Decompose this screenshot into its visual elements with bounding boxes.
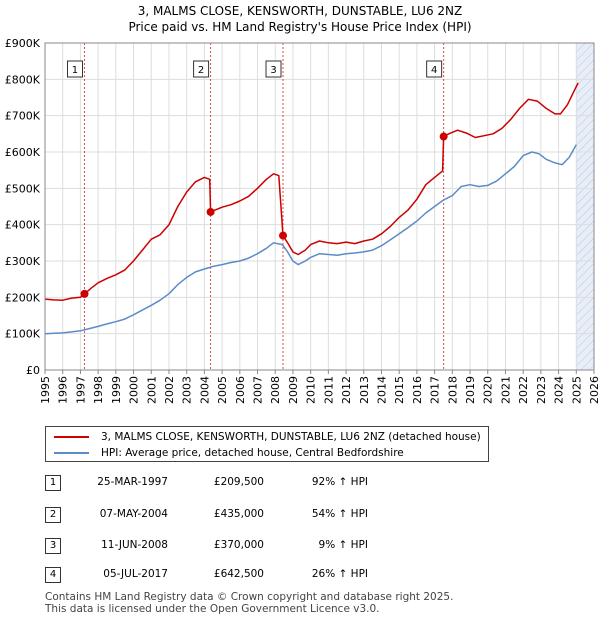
x-tick-label: 2021: [499, 376, 512, 404]
transaction-number: 1: [45, 475, 61, 491]
transaction-row: 2 07-MAY-2004 £435,000 54% ↑ HPI: [0, 507, 600, 525]
y-tick-label: £600K: [5, 146, 41, 159]
y-tick-label: £400K: [5, 219, 41, 232]
transaction-price: £370,000: [213, 539, 264, 551]
transaction-number: 3: [45, 538, 61, 554]
x-tick-label: 2024: [553, 376, 566, 404]
x-tick-label: 1996: [57, 376, 70, 404]
footer-copyright: Contains HM Land Registry data © Crown c…: [45, 591, 454, 603]
x-tick-label: 2025: [570, 376, 583, 404]
y-tick-label: £700K: [5, 110, 41, 123]
transaction-hpi: 92% ↑ HPI: [311, 476, 368, 488]
x-tick-label: 2022: [517, 376, 530, 404]
x-tick-label: 2012: [340, 376, 353, 404]
forecast-shade: [576, 43, 594, 370]
y-tick-label: £500K: [5, 182, 41, 195]
transaction-price: £209,500: [213, 476, 264, 488]
x-tick-label: 2013: [358, 376, 371, 404]
x-tick-label: 2015: [393, 376, 406, 404]
x-tick-label: 2006: [234, 376, 247, 404]
x-tick-label: 1995: [39, 376, 52, 404]
transaction-date: 05-JUL-2017: [103, 568, 168, 580]
legend-label-property: 3, MALMS CLOSE, KENSWORTH, DUNSTABLE, LU…: [101, 431, 481, 443]
transaction-hpi: 9% ↑ HPI: [318, 539, 368, 551]
legend-item-hpi: HPI: Average price, detached house, Cent…: [54, 446, 404, 460]
x-tick-label: 2002: [163, 376, 176, 404]
x-tick-label: 1999: [110, 376, 123, 404]
x-tick-label: 2018: [446, 376, 459, 404]
sale-label-box: [265, 60, 282, 78]
x-tick-label: 2016: [411, 376, 424, 404]
x-tick-label: 2017: [429, 376, 442, 404]
y-tick-label: £200K: [5, 291, 41, 304]
hpi-line: [44, 144, 577, 335]
x-tick-label: 1998: [92, 376, 105, 404]
footer-licence: This data is licensed under the Open Gov…: [45, 603, 380, 615]
legend: 3, MALMS CLOSE, KENSWORTH, DUNSTABLE, LU…: [45, 426, 489, 462]
x-tick-label: 2005: [216, 376, 229, 404]
transaction-row: 4 05-JUL-2017 £642,500 26% ↑ HPI: [0, 567, 600, 585]
price-chart: 1 2 3 4 £0 £100K £200K £300K £400K £500K £600K £700…: [5, 37, 600, 404]
chart-title: 3, MALMS CLOSE, KENSWORTH, DUNSTABLE, LU…: [137, 4, 463, 18]
x-tick-label: 2001: [145, 376, 158, 404]
y-tick-label: £300K: [5, 255, 41, 268]
x-tick-label: 2023: [535, 376, 548, 404]
chart-subtitle: Price paid vs. HM Land Registry's House …: [128, 20, 472, 34]
x-tick-label: 2004: [198, 376, 211, 404]
x-tick-label: 2007: [252, 376, 265, 404]
x-tick-label: 2010: [305, 376, 318, 404]
x-tick-label: 2020: [482, 376, 495, 404]
sale-label-box: [426, 60, 443, 78]
sale-label-box: [193, 60, 210, 78]
sale-point: [439, 132, 448, 141]
plot-frame: [44, 42, 595, 371]
y-tick-label: £800K: [5, 73, 41, 86]
transaction-number: 4: [45, 567, 61, 583]
sale-point: [80, 289, 89, 298]
legend-swatch-property: [54, 436, 89, 438]
transaction-row: 1 25-MAR-1997 £209,500 92% ↑ HPI: [0, 475, 600, 493]
transaction-number: 2: [45, 507, 61, 523]
y-tick-label: £100K: [5, 328, 41, 341]
sale-label: 2: [198, 65, 204, 76]
x-tick-label: 2009: [287, 376, 300, 404]
x-tick-label: 1997: [74, 376, 87, 404]
sale-label-box: [66, 60, 83, 78]
transaction-hpi: 54% ↑ HPI: [311, 508, 368, 520]
x-tick-label: 2014: [375, 376, 388, 404]
sale-label: 1: [72, 65, 78, 76]
legend-item-property: 3, MALMS CLOSE, KENSWORTH, DUNSTABLE, LU…: [54, 430, 481, 444]
legend-swatch-hpi: [54, 452, 89, 454]
x-tick-label: 2019: [464, 376, 477, 404]
x-tick-label: 2008: [269, 376, 282, 404]
x-tick-label: 2026: [588, 376, 600, 404]
plot-area: [45, 43, 594, 370]
x-tick-label: 2000: [128, 376, 141, 404]
property-price-line: [44, 82, 579, 301]
transaction-price: £642,500: [213, 568, 264, 580]
x-tick-label: 2003: [181, 376, 194, 404]
x-tick-label: 2011: [322, 376, 335, 404]
sale-label: 4: [431, 65, 437, 76]
transaction-price: £435,000: [213, 508, 264, 520]
transaction-date: 25-MAR-1997: [97, 476, 168, 488]
sale-point: [206, 207, 215, 216]
sale-label: 3: [270, 65, 276, 76]
transaction-date: 11-JUN-2008: [101, 539, 168, 551]
transaction-date: 07-MAY-2004: [99, 508, 168, 520]
transaction-hpi: 26% ↑ HPI: [311, 568, 368, 580]
sale-point: [279, 231, 288, 240]
y-tick-label: £900K: [5, 37, 41, 50]
y-tick-label: £0: [26, 364, 40, 377]
legend-label-hpi: HPI: Average price, detached house, Cent…: [101, 447, 404, 459]
transaction-row: 3 11-JUN-2008 £370,000 9% ↑ HPI: [0, 538, 600, 556]
